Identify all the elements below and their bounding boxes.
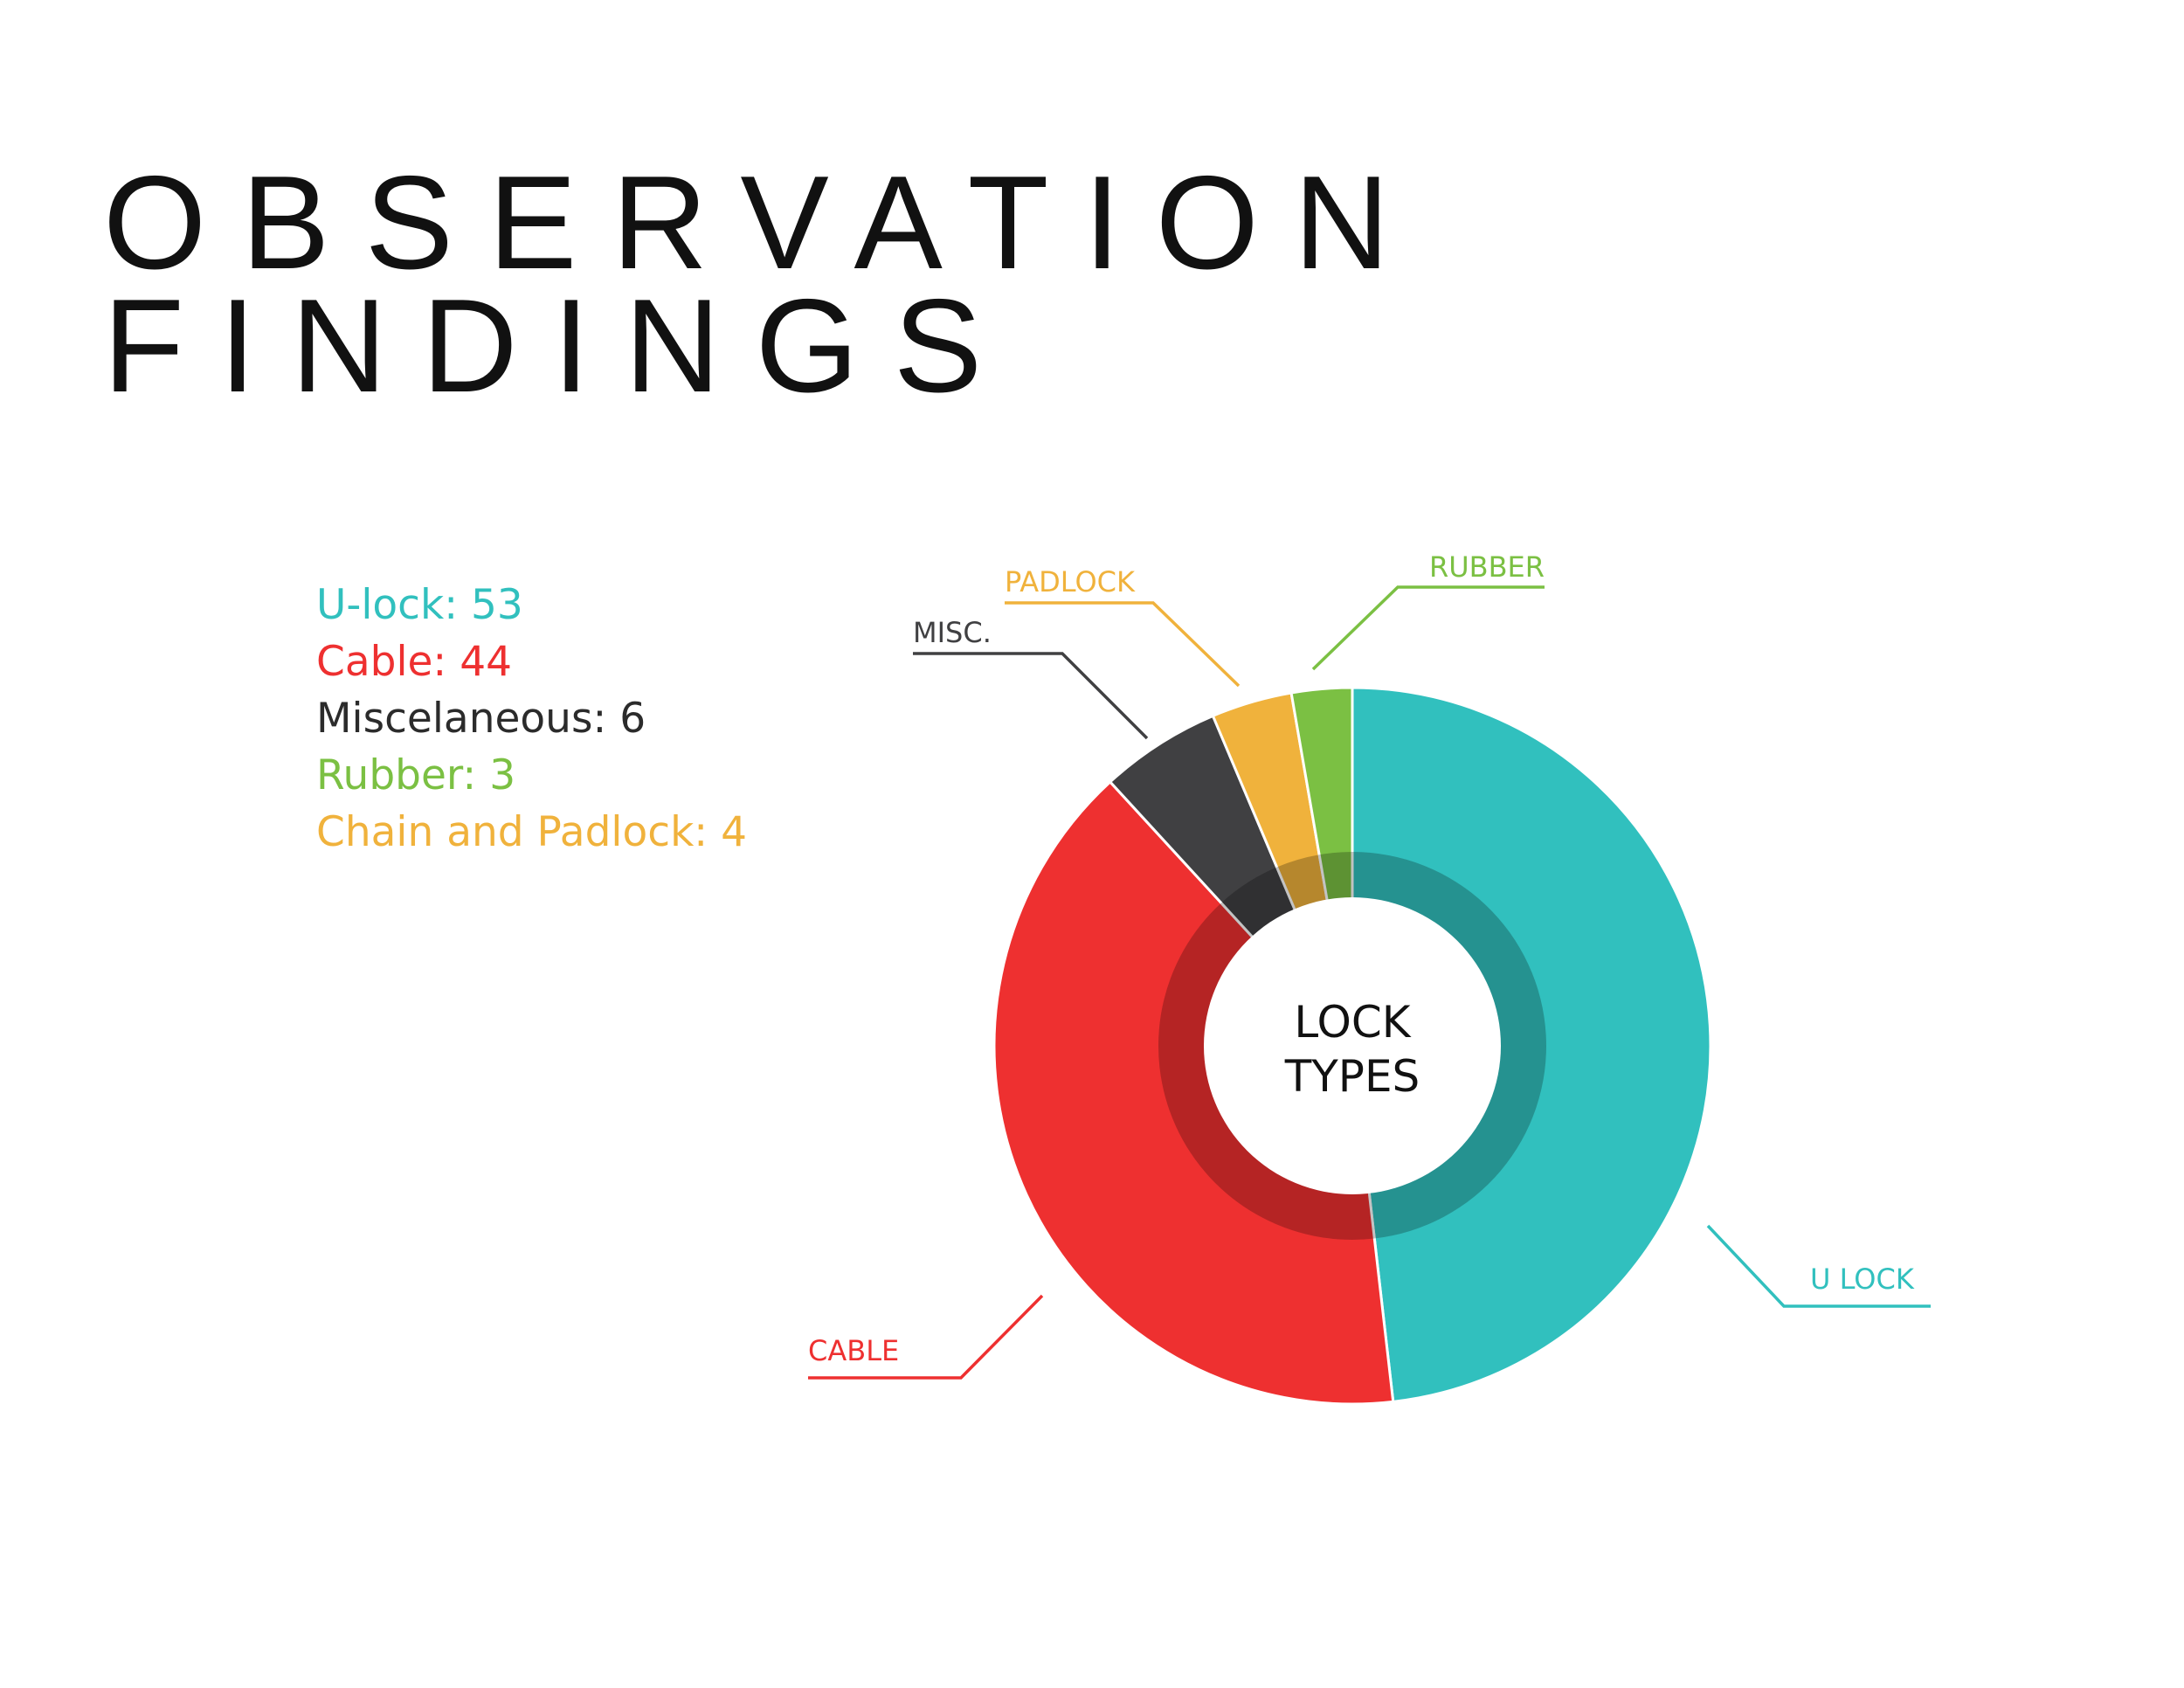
center-label-line-2: TYPES [1284,1051,1420,1102]
callout-line-misc [913,652,1149,740]
callout-line-u-lock [1706,1224,1931,1308]
callout-label-rubber: RUBBER [1429,550,1545,584]
callout-line-padlock [1005,601,1241,688]
slice-u-lock [1351,686,1712,1403]
legend-item-padlock: Chain and Padlock: 4 [316,808,747,856]
legend-item-rubber: Rubber: 3 [316,751,516,799]
legend-item-ulock: U-lock: 53 [316,581,523,629]
title-line-2: FINDINGS [103,272,1018,421]
legend-item-misc: Miscelaneous: 6 [316,695,646,743]
callout-label-padlock: PADLOCK [1005,565,1136,598]
slice-cable [992,779,1395,1406]
slice-callouts: U LOCK CABLE MISC. PADLOCK RUBBER [808,550,1931,1380]
callout-line-rubber [1311,585,1545,671]
callout-label-u-lock: U LOCK [1810,1263,1915,1296]
legend: U-lock: 53 Cable: 44 Miscelaneous: 6 Rub… [316,577,747,861]
callout-line-cable [808,1294,1044,1380]
donut-hole [1204,897,1501,1194]
callout-label-misc: MISC. [913,616,992,649]
title-line-1: OBSERVATION [103,149,1425,297]
legend-item-cable: Cable: 44 [316,638,513,686]
callout-label-cable: CABLE [808,1334,899,1367]
page-title: OBSERVATION FINDINGS [103,149,1425,421]
center-label-line-1: LOCK [1294,997,1411,1048]
